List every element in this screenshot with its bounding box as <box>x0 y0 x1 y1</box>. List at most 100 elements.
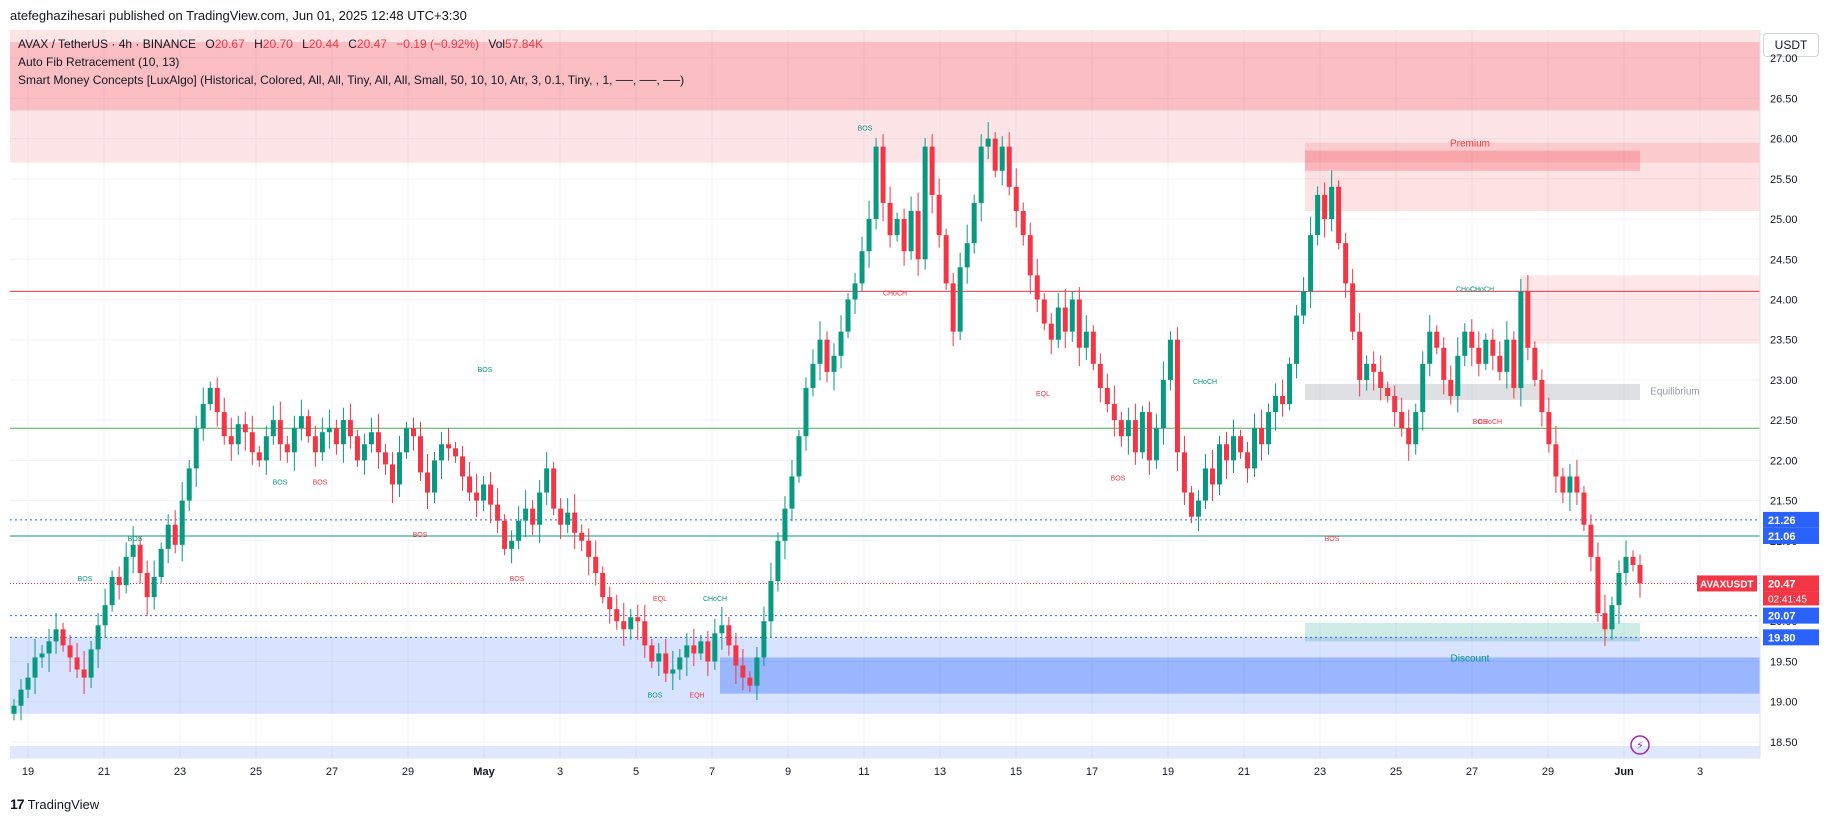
candle-body <box>1518 291 1524 388</box>
candle-body <box>1202 468 1208 501</box>
candle-body <box>1539 379 1545 413</box>
indicator-smc[interactable]: Smart Money Concepts [LuxAlgo] (Historic… <box>18 73 685 87</box>
candle-body <box>929 146 935 195</box>
time-tick-label: 15 <box>1010 766 1022 778</box>
price-tick-label: 18.50 <box>1770 737 1798 749</box>
candle-body <box>439 444 445 461</box>
high-key: H <box>254 37 263 51</box>
candle-body <box>1231 436 1236 461</box>
price-tick-label: 24.50 <box>1770 254 1798 266</box>
candle-body <box>1245 452 1251 469</box>
currency-selector[interactable]: USDT <box>1763 33 1819 57</box>
footer-brand: 17 TradingView <box>10 796 99 812</box>
volume-value: 57.84K <box>505 37 544 51</box>
price-tick-label: 25.50 <box>1770 174 1798 186</box>
price-tick-label: 22.00 <box>1770 455 1798 467</box>
candle-body <box>901 219 907 252</box>
structure-label: EQL <box>653 596 667 603</box>
candle-body <box>1497 355 1503 372</box>
candle-body <box>1364 363 1370 380</box>
time-tick-label: 25 <box>1390 766 1402 778</box>
discount-label: Discount <box>1451 653 1490 664</box>
countdown-box <box>1763 591 1819 606</box>
price-tick-label: 21.50 <box>1770 496 1798 508</box>
candle-body <box>1609 605 1615 630</box>
candle-body <box>950 283 956 332</box>
candle-body <box>74 657 80 670</box>
chart-legend: AVAX / TetherUS · 4h · BINANCE O20.67 H2… <box>18 35 684 89</box>
price-label-box <box>1763 511 1819 528</box>
candle-body <box>375 432 381 453</box>
candle-body <box>1097 363 1103 388</box>
high-value: 20.70 <box>262 37 293 51</box>
candle-body <box>1238 436 1244 453</box>
time-tick-label: 3 <box>557 766 563 778</box>
price-tick-label: 24.00 <box>1770 294 1798 306</box>
candle-body <box>453 448 459 457</box>
candle-body <box>298 416 304 429</box>
candle-body <box>1301 291 1307 316</box>
time-tick-label: 17 <box>1086 766 1098 778</box>
candle-body <box>852 283 858 300</box>
candle-body <box>635 617 641 622</box>
candle-body <box>207 387 213 405</box>
candle-body <box>971 202 977 244</box>
candle-body <box>1434 331 1440 348</box>
candle-body <box>509 540 515 549</box>
price-chart[interactable]: Premium Equilibrium Discount BOS BOS BOS BOS BO… <box>0 27 1835 797</box>
candle-body <box>859 251 865 284</box>
candle-body <box>361 444 367 461</box>
candle-body <box>1399 412 1405 429</box>
candle-body <box>1406 428 1412 445</box>
candle-body <box>11 705 17 714</box>
price-tick-label: 23.50 <box>1770 335 1798 347</box>
time-tick-label: 27 <box>1466 766 1478 778</box>
price-tick-label: 25.00 <box>1770 214 1798 226</box>
candle-body <box>130 544 136 557</box>
candle-body <box>1476 347 1482 364</box>
candle-body <box>460 456 466 477</box>
price-tick-label: 26.50 <box>1770 93 1798 105</box>
candle-body <box>1371 363 1377 372</box>
candle-body <box>908 210 914 252</box>
time-tick-label: 3 <box>1697 766 1703 778</box>
symbol-label[interactable]: AVAX / TetherUS · 4h · BINANCE <box>18 37 197 51</box>
candle-body <box>495 504 501 521</box>
candle-body <box>831 355 837 372</box>
candle-body <box>922 146 928 260</box>
time-tick-label: 11 <box>858 766 869 778</box>
candle-body <box>880 146 886 203</box>
candle-body <box>677 657 683 670</box>
structure-label: EQH <box>689 693 704 700</box>
candle-body <box>614 609 620 622</box>
candle-body <box>1118 420 1124 437</box>
candle-body <box>1266 412 1272 445</box>
demand-block <box>720 657 1760 694</box>
candle-body <box>1027 235 1033 276</box>
candle-body <box>1062 307 1068 332</box>
candle-body <box>915 210 921 260</box>
candle-body <box>1504 339 1510 372</box>
structure-label: BOS <box>1325 536 1340 543</box>
candle-body <box>403 428 409 453</box>
candle-body <box>32 657 38 678</box>
time-tick-label: 27 <box>326 766 338 778</box>
premium-label: Premium <box>1450 139 1490 150</box>
candle-body <box>1280 396 1286 405</box>
candle-body <box>761 621 767 658</box>
candle-body <box>726 625 732 646</box>
candle-body <box>312 436 318 453</box>
candle-body <box>579 532 585 541</box>
structure-label: BOS <box>128 536 143 543</box>
candle-body <box>558 508 564 525</box>
candle-body <box>1469 331 1475 348</box>
price-tick-label: 19.00 <box>1770 697 1798 709</box>
candle-body <box>410 428 416 437</box>
candle-body <box>992 138 998 171</box>
candle-body <box>1525 291 1531 348</box>
candle-body <box>340 420 346 445</box>
close-key: C <box>348 37 357 51</box>
candle-body <box>1195 500 1201 517</box>
time-tick-label: 13 <box>934 766 946 778</box>
indicator-fib[interactable]: Auto Fib Retracement (10, 13) <box>18 55 180 69</box>
